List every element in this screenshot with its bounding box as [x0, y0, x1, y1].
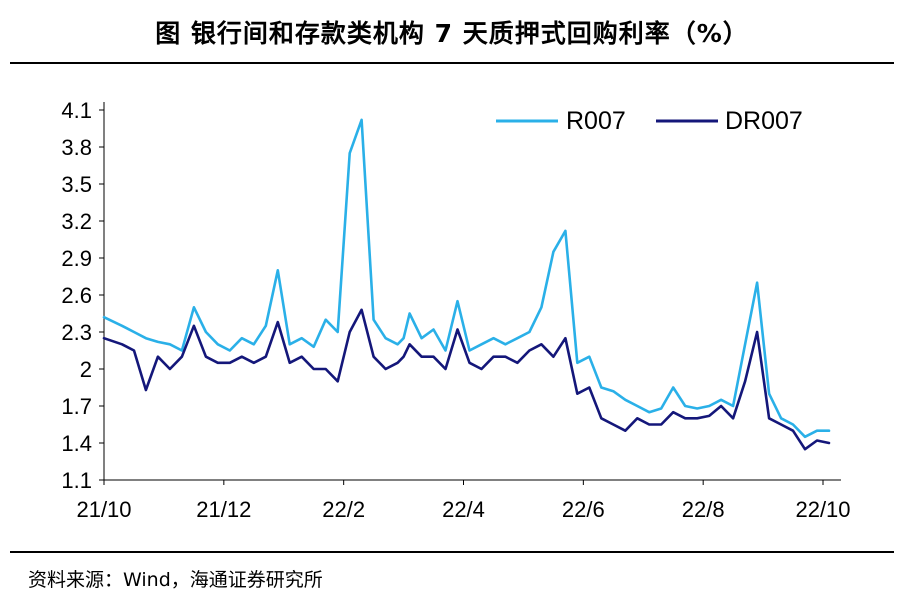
chart-title: 图 银行间和存款类机构 7 天质押式回购利率（%）: [155, 19, 749, 48]
y-tick-label: 1.7: [61, 394, 92, 419]
y-tick-label: 2.6: [61, 283, 92, 308]
x-tick-label: 21/12: [196, 497, 251, 522]
x-tick-label: 22/10: [795, 497, 850, 522]
y-tick-label: 1.1: [61, 468, 92, 493]
y-tick-label: 3.5: [61, 172, 92, 197]
y-tick-label: 3.2: [61, 209, 92, 234]
x-tick-label: 22/4: [442, 497, 485, 522]
x-tick-label: 22/2: [322, 497, 365, 522]
series-line-r007: [102, 118, 831, 439]
y-tick-label: 3.8: [61, 135, 92, 160]
y-tick-label: 4.1: [61, 98, 92, 123]
x-tick-label: 22/6: [562, 497, 605, 522]
top-divider: [10, 62, 894, 64]
y-tick-label: 2.9: [61, 246, 92, 271]
bottom-divider: [10, 551, 894, 553]
y-tick-label: 2: [80, 357, 92, 382]
source-note: 资料来源：Wind，海通证券研究所: [28, 569, 323, 591]
y-tick-label: 1.4: [61, 431, 92, 456]
legend-label-dr007: DR007: [725, 107, 803, 135]
x-tick-label: 21/10: [76, 497, 131, 522]
legend-label-r007: R007: [566, 107, 626, 135]
y-tick-label: 2.3: [61, 320, 92, 345]
series-line-dr007: [102, 308, 831, 451]
x-tick-label: 22/8: [682, 497, 725, 522]
